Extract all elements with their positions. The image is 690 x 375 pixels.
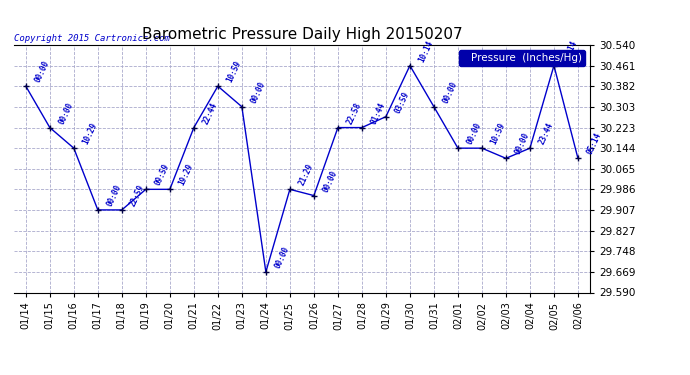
Text: 23:44: 23:44 (537, 121, 555, 146)
Title: Barometric Pressure Daily High 20150207: Barometric Pressure Daily High 20150207 (141, 27, 462, 42)
Text: 10:59: 10:59 (225, 59, 243, 84)
Text: 00:00: 00:00 (441, 80, 459, 105)
Text: 00:00: 00:00 (249, 80, 267, 105)
Text: Copyright 2015 Cartronics.com: Copyright 2015 Cartronics.com (14, 33, 170, 42)
Text: 22:44: 22:44 (201, 100, 219, 125)
Text: 00:00: 00:00 (513, 131, 531, 156)
Text: 00:00: 00:00 (321, 169, 339, 194)
Text: 00:00: 00:00 (57, 100, 75, 125)
Text: 19:29: 19:29 (177, 162, 195, 187)
Text: 06:14: 06:14 (561, 39, 579, 63)
Text: 00:00: 00:00 (32, 59, 50, 84)
Text: 10:59: 10:59 (489, 121, 506, 146)
Legend: Pressure  (Inches/Hg): Pressure (Inches/Hg) (459, 50, 584, 66)
Text: 09:59: 09:59 (152, 162, 170, 187)
Text: 05:14: 05:14 (585, 131, 603, 156)
Text: 10:29: 10:29 (81, 121, 99, 146)
Text: 00:00: 00:00 (273, 245, 290, 270)
Text: 22:59: 22:59 (129, 183, 147, 208)
Text: 00:00: 00:00 (465, 121, 483, 146)
Text: 22:58: 22:58 (345, 100, 363, 125)
Text: 00:00: 00:00 (105, 183, 123, 208)
Text: 10:14: 10:14 (417, 39, 435, 63)
Text: 01:44: 01:44 (369, 100, 387, 125)
Text: 03:59: 03:59 (393, 90, 411, 114)
Text: 21:29: 21:29 (297, 162, 315, 187)
